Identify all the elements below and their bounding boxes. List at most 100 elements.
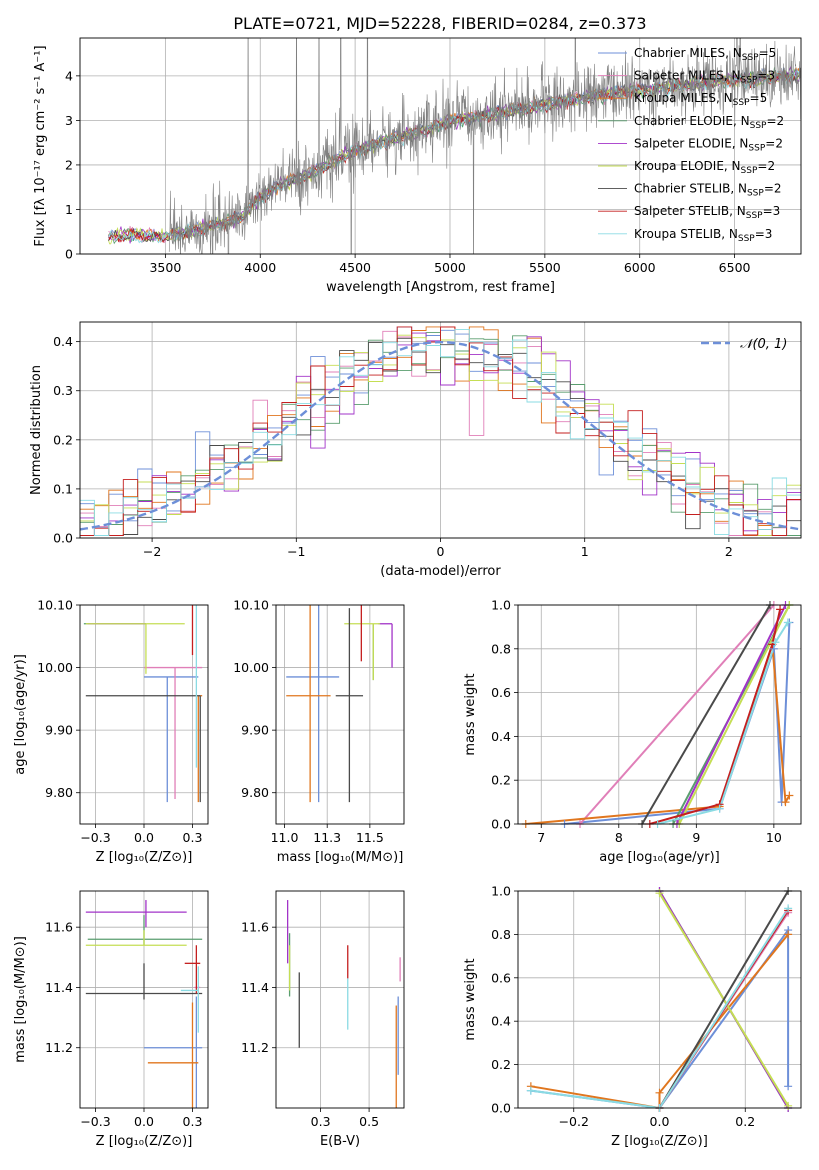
axes-frame bbox=[79, 37, 802, 255]
axes-frame bbox=[275, 890, 405, 1109]
legend-subscript: SSP bbox=[750, 121, 767, 131]
legend-label: Kroupa ELODIE, NSSP=2 bbox=[634, 159, 775, 176]
y-tick-label: 4 bbox=[65, 68, 73, 83]
marker-plus bbox=[776, 605, 785, 614]
x-tick-label: 2 bbox=[725, 544, 733, 559]
x-tick-label: 10 bbox=[766, 830, 782, 845]
marker-plus bbox=[783, 618, 792, 627]
legend-value: =3 bbox=[763, 204, 781, 218]
mass-vs-extinction-panel: 0.3 0.5 11.2 11.4 11.6 E(B-V) bbox=[241, 890, 405, 1149]
x-axis-label: Z [log₁₀(Z/Z⊙)] bbox=[96, 850, 193, 865]
x-tick-label: 9 bbox=[692, 830, 700, 845]
y-tick-label: 1.0 bbox=[491, 598, 511, 613]
marker-plus bbox=[769, 644, 778, 653]
axes-frame bbox=[275, 604, 405, 825]
y-tick-label: 11.4 bbox=[45, 980, 73, 995]
y-axis-label: mass weight bbox=[463, 958, 478, 1040]
plot-area bbox=[80, 326, 801, 538]
y-tick-label: 0.8 bbox=[491, 927, 511, 942]
grid-lines bbox=[80, 604, 208, 824]
y-axis-label: mass weight bbox=[463, 673, 478, 755]
y-tick-label: 0.1 bbox=[53, 481, 73, 496]
plot-area bbox=[530, 891, 790, 1108]
massweight-line bbox=[530, 933, 789, 1108]
y-tick-label: 0.0 bbox=[53, 531, 73, 546]
y-tick-label: 10.00 bbox=[37, 660, 73, 675]
legend-label: Chabrier ELODIE, NSSP=2 bbox=[634, 114, 784, 131]
marker-plus bbox=[655, 889, 664, 898]
legend-value: =2 bbox=[765, 136, 783, 150]
legend-value: =5 bbox=[759, 46, 777, 60]
legend-subscript: SSP bbox=[742, 53, 759, 63]
marker-plus bbox=[784, 1082, 793, 1091]
legend-value: =2 bbox=[766, 114, 784, 128]
legend-subscript: SSP bbox=[748, 143, 765, 153]
x-tick-label: 0.3 bbox=[311, 1114, 331, 1129]
axes-frame bbox=[79, 604, 209, 825]
spectrum-panel: 3500 4000 4500 5000 5500 6000 6500 0 1 2 3 4 wavelen… bbox=[33, 37, 802, 295]
legend-subscript: SSP bbox=[746, 211, 763, 221]
residuals-panel: −2 −1 0 1 2 0.0 0.1 0.2 0.3 0.4 (data-model)/error… bbox=[29, 321, 802, 579]
y-tick-label: 11.4 bbox=[241, 980, 269, 995]
massweight-line bbox=[564, 622, 791, 824]
y-tick-label: 2 bbox=[65, 157, 73, 172]
age-vs-mass-panel: 11.0 11.3 11.5 9.80 9.90 10.00 10.10 mass [log₁… bbox=[233, 598, 405, 865]
y-tick-label: 0.6 bbox=[491, 685, 511, 700]
grid-lines bbox=[518, 890, 801, 1109]
y-tick-label: 0.4 bbox=[53, 334, 73, 349]
axes-frame bbox=[79, 321, 802, 539]
plot-area bbox=[108, 38, 801, 254]
x-tick-label: 4000 bbox=[244, 260, 276, 275]
marker-plus bbox=[785, 791, 794, 800]
y-tick-label: 11.6 bbox=[241, 920, 269, 935]
legend-subscript: SSP bbox=[738, 234, 755, 244]
x-tick-label: 4500 bbox=[339, 260, 371, 275]
mass-vs-metallicity-panel: −0.3 0.0 0.3 11.2 11.4 11.6 Z [log₁₀(Z/Z⊙)] mas… bbox=[13, 890, 209, 1149]
y-axis-label: Normed distribution bbox=[29, 365, 44, 495]
marker-plus bbox=[715, 804, 724, 813]
plot-area bbox=[83, 605, 203, 803]
y-tick-label: 9.80 bbox=[241, 785, 269, 800]
y-tick-label: 0.0 bbox=[491, 817, 511, 832]
x-tick-label: 11.0 bbox=[271, 830, 299, 845]
figure-title: PLATE=0721, MJD=52228, FIBERID=0284, z=0… bbox=[233, 14, 646, 33]
x-tick-label: −0.3 bbox=[80, 830, 110, 845]
legend-label: Salpeter ELODIE, NSSP=2 bbox=[634, 136, 783, 153]
y-tick-label: 0.8 bbox=[491, 641, 511, 656]
x-tick-label: 6500 bbox=[719, 260, 751, 275]
x-tick-label: 0.5 bbox=[359, 1114, 379, 1129]
marker-plus bbox=[771, 638, 780, 647]
marker-plus bbox=[784, 1101, 793, 1110]
x-tick-label: 0.0 bbox=[650, 1114, 670, 1129]
marker-plus bbox=[784, 930, 793, 939]
x-tick-label: 0.3 bbox=[183, 830, 203, 845]
legend-subscript: SSP bbox=[747, 189, 764, 199]
legend-value: =3 bbox=[757, 69, 775, 83]
y-tick-label: 11.6 bbox=[45, 920, 73, 935]
marker-plus bbox=[784, 904, 793, 913]
y-axis-label: Flux [fλ 10⁻¹⁷ erg cm⁻² s⁻¹ A⁻¹] bbox=[33, 45, 48, 246]
age-vs-metallicity-panel: −0.3 0.0 0.3 9.80 9.90 10.00 10.10 Z [log₁₀(Z/Z… bbox=[13, 598, 209, 865]
x-tick-label: 0.0 bbox=[134, 830, 154, 845]
y-tick-label: 0.3 bbox=[53, 383, 73, 398]
x-tick-label: −0.2 bbox=[559, 1114, 589, 1129]
grid-lines bbox=[276, 891, 404, 1108]
axes-frame bbox=[79, 890, 209, 1109]
y-tick-label: 9.80 bbox=[45, 785, 73, 800]
observed-spectrum-line bbox=[168, 38, 801, 254]
x-tick-label: 0.0 bbox=[134, 1114, 154, 1129]
marker-plus bbox=[781, 798, 790, 807]
y-axis-label: mass [log₁₀(M/M⊙)] bbox=[13, 936, 28, 1063]
y-tick-label: 0.2 bbox=[491, 773, 511, 788]
massweight-line bbox=[641, 605, 771, 824]
x-tick-label: 3500 bbox=[149, 260, 181, 275]
x-axis-label: Z [log₁₀(Z/Z⊙)] bbox=[611, 1134, 708, 1149]
grid-lines bbox=[518, 604, 801, 825]
legend-label: Chabrier STELIB, NSSP=2 bbox=[634, 182, 782, 199]
x-tick-label: 0.2 bbox=[735, 1114, 755, 1129]
marker-plus bbox=[526, 1086, 535, 1095]
massweight-vs-age-panel: 7 8 9 10 0.0 0.2 0.4 0.6 0.8 1.0 age [log₁₀(age/yr… bbox=[463, 598, 802, 865]
x-axis-label: mass [log₁₀(M/M⊙)] bbox=[277, 850, 404, 865]
y-tick-label: 1.0 bbox=[491, 884, 511, 899]
y-tick-label: 0.2 bbox=[491, 1057, 511, 1072]
